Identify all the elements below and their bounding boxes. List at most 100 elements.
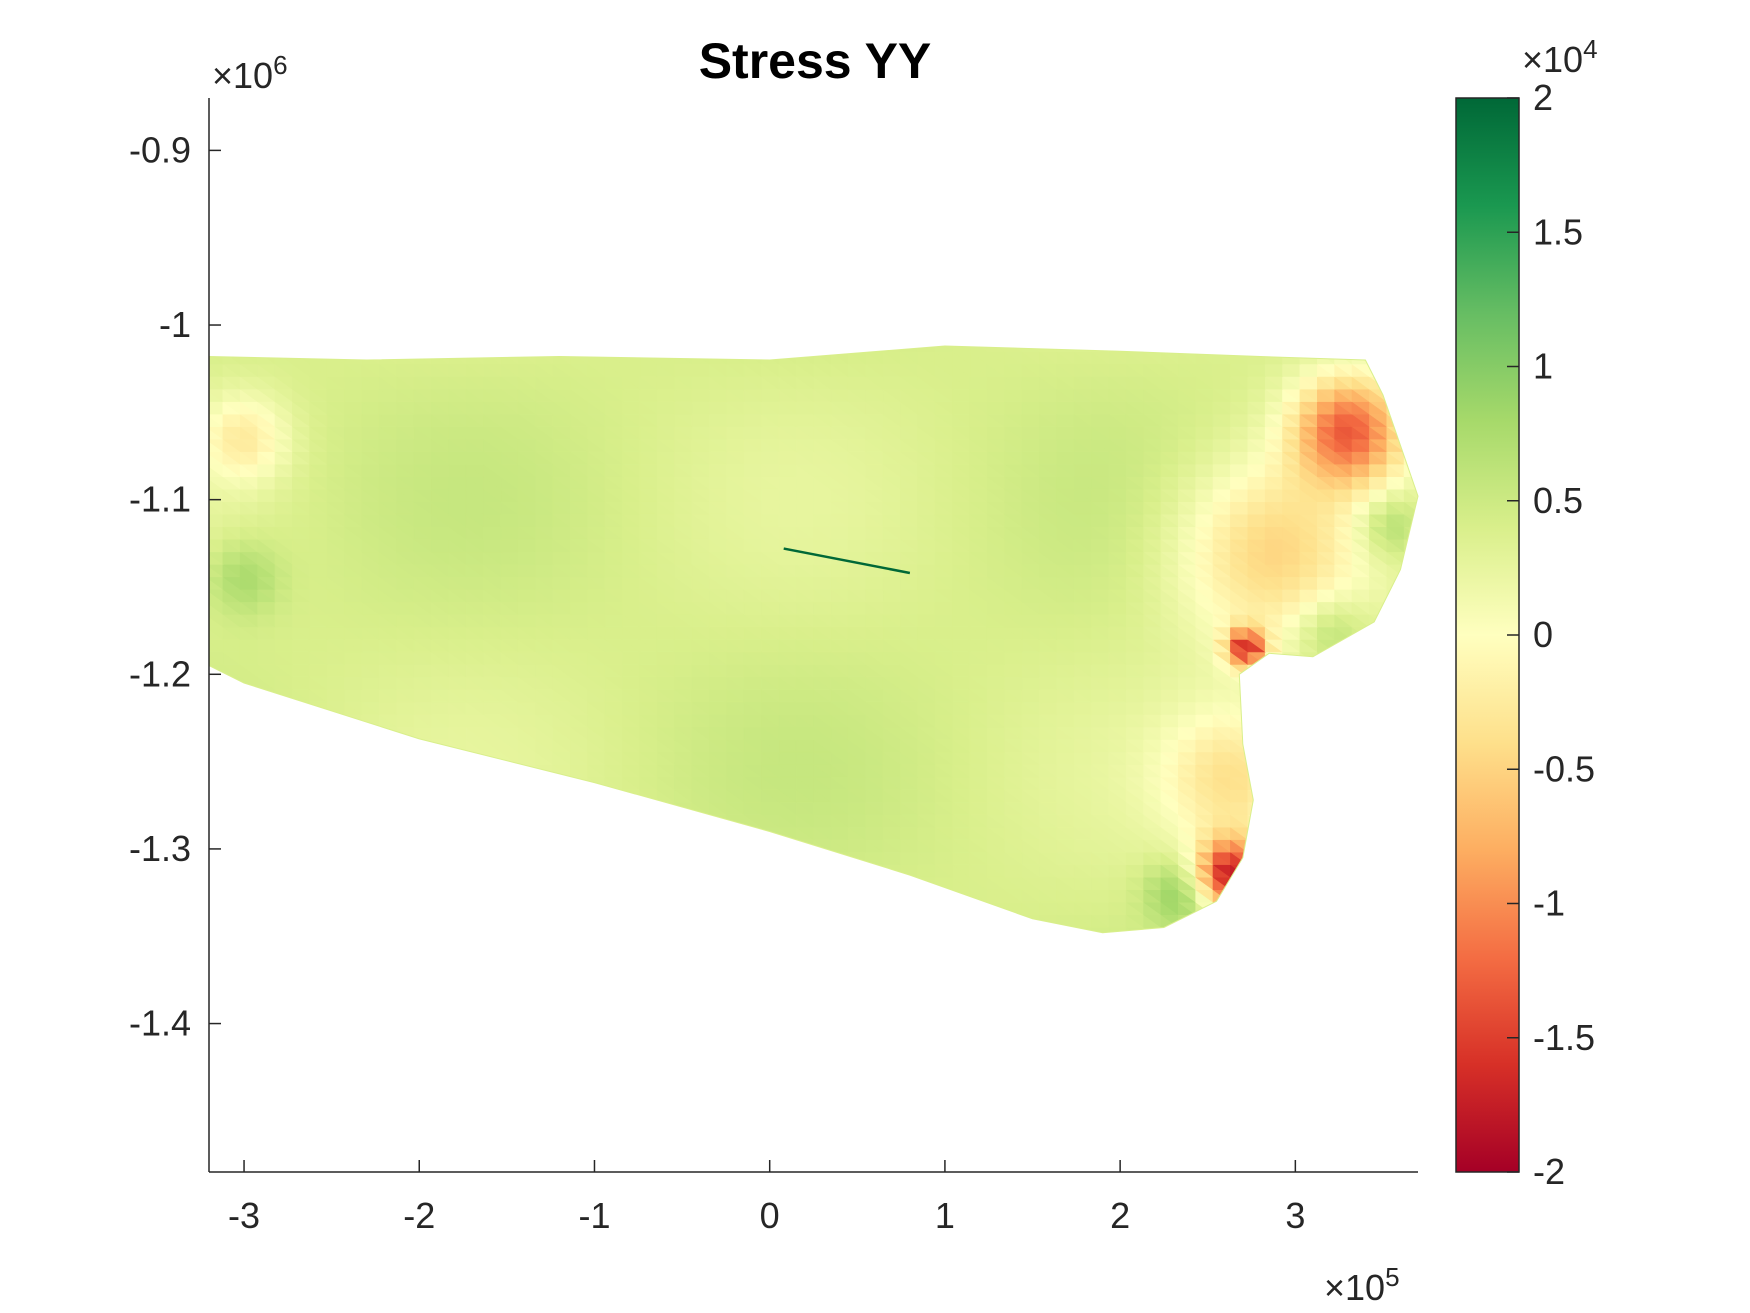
mesh-cell [882, 889, 901, 903]
mesh-cell [812, 901, 832, 916]
mesh-cell [1298, 714, 1318, 728]
mesh-cell [360, 926, 380, 933]
mesh-cell [534, 901, 554, 916]
mesh-cell [1403, 739, 1418, 753]
mesh-cell [1403, 926, 1418, 933]
mesh-cell [361, 751, 381, 765]
mesh-cell [569, 851, 589, 865]
mesh-cell [447, 864, 467, 878]
mesh-cell [1351, 901, 1370, 916]
mesh-cell [395, 801, 415, 816]
mesh-cell [430, 789, 450, 803]
mesh-cell [1351, 639, 1370, 653]
mesh-cell [1316, 776, 1335, 791]
mesh-cell [899, 926, 919, 933]
mesh-cell [209, 789, 224, 803]
mesh-cell [865, 876, 884, 891]
mesh-cell [395, 726, 415, 741]
mesh-cell [778, 839, 798, 853]
mesh-cell [986, 926, 1006, 933]
mesh-cell [378, 739, 397, 753]
mesh-cell [1385, 901, 1405, 916]
mesh-cell [1368, 664, 1388, 678]
mesh-cell [1351, 789, 1370, 803]
mesh-cell [274, 864, 294, 878]
mesh-cell [1351, 839, 1370, 853]
mesh-cell [221, 726, 241, 741]
mesh-cell [1264, 851, 1283, 866]
mesh-cell [795, 876, 814, 891]
mesh-cell [604, 789, 624, 803]
mesh-cell [586, 876, 606, 891]
mesh-cell [760, 864, 780, 878]
mesh-cell [291, 751, 311, 766]
mesh-cell [1403, 613, 1418, 628]
mesh-cell [483, 901, 502, 916]
mesh-cell [482, 826, 502, 841]
mesh-cell [239, 738, 259, 753]
mesh-cell [465, 851, 484, 866]
mesh-cell [569, 889, 589, 903]
mesh-cell [1368, 801, 1388, 816]
mesh-cell [795, 864, 815, 878]
mesh-cell [534, 864, 554, 878]
mesh-cell [569, 814, 589, 828]
mesh-cell [413, 889, 432, 903]
mesh-cell [1368, 689, 1388, 703]
mesh-cell [1317, 889, 1336, 903]
mesh-cell [1386, 663, 1406, 678]
mesh-cell [361, 776, 381, 790]
mesh-cell [1334, 864, 1353, 878]
mesh-cell [761, 889, 780, 903]
mesh-cell [743, 851, 762, 866]
mesh-cell [1385, 613, 1405, 628]
mesh-cell [257, 914, 276, 928]
mesh-cell [1333, 826, 1353, 841]
mesh-cell [291, 901, 311, 916]
mesh-cell [1264, 776, 1283, 791]
mesh-cell [604, 901, 623, 916]
mesh-cell [1246, 726, 1266, 741]
mesh-cell [1386, 851, 1406, 865]
mesh-cell [221, 739, 241, 753]
mesh-cell [361, 801, 381, 815]
mesh-cell [708, 889, 728, 903]
mesh-cell [326, 826, 345, 841]
mesh-cell [1247, 688, 1267, 703]
mesh-cell [221, 851, 241, 866]
mesh-cell [465, 789, 485, 803]
mesh-cell [1317, 776, 1336, 790]
mesh-cell [899, 889, 919, 903]
mesh-cell [221, 826, 241, 841]
mesh-cell [239, 801, 258, 816]
mesh-cell [1368, 639, 1388, 653]
mesh-cell [360, 776, 380, 791]
mesh-cell [535, 826, 554, 840]
mesh-cell [777, 889, 797, 903]
mesh-cell [222, 814, 242, 828]
mesh-cell [1282, 851, 1301, 865]
mesh-cell [395, 764, 415, 778]
mesh-cell [209, 914, 224, 928]
mesh-cell [360, 901, 380, 916]
mesh-cell [413, 926, 433, 933]
mesh-cell [222, 801, 242, 815]
mesh-cell [209, 926, 224, 933]
mesh-cell [569, 851, 589, 866]
mesh-cell [326, 889, 345, 903]
mesh-cell [743, 876, 762, 891]
mesh-cell [882, 914, 902, 928]
mesh-cell [447, 764, 467, 778]
mesh-cell [257, 926, 276, 933]
mesh-cell [725, 926, 745, 933]
mesh-cell [621, 851, 641, 866]
mesh-cell [344, 826, 363, 840]
mesh-cell [760, 889, 780, 903]
mesh-cell [829, 901, 849, 916]
mesh-cell [360, 839, 380, 853]
mesh-cell [916, 889, 936, 903]
mesh-cell [726, 876, 745, 891]
mesh-cell [552, 801, 572, 815]
mesh-cell [621, 876, 641, 891]
mesh-cell [430, 851, 450, 865]
